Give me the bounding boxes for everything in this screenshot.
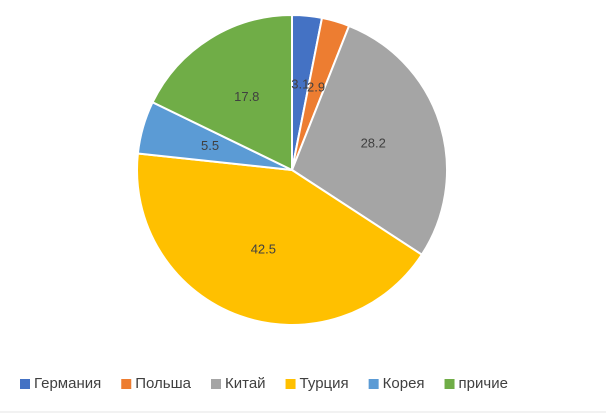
data-label: 28.2 [361,136,386,151]
legend-swatch [368,379,379,389]
legend-label: Польша [135,375,191,392]
legend-swatch [285,379,296,389]
legend-label: Китай [225,375,266,392]
legend-label: Турция [300,375,349,392]
legend-label: Германия [34,375,101,392]
data-label: 5.5 [201,138,219,153]
pie-slice [290,24,448,257]
legend-swatch [121,379,132,389]
legend-label: Корея [383,375,425,392]
data-label: 3.1 [291,77,309,92]
pie-slice [151,13,293,172]
legend-swatch [444,379,455,389]
data-label: 42.5 [251,242,276,257]
pie-slice [136,152,424,326]
data-label: 17.8 [234,89,259,104]
legend-label: причие [459,375,508,392]
data-label: 2.9 [307,80,325,95]
legend-swatch [20,379,30,389]
legend-swatch [211,379,221,389]
